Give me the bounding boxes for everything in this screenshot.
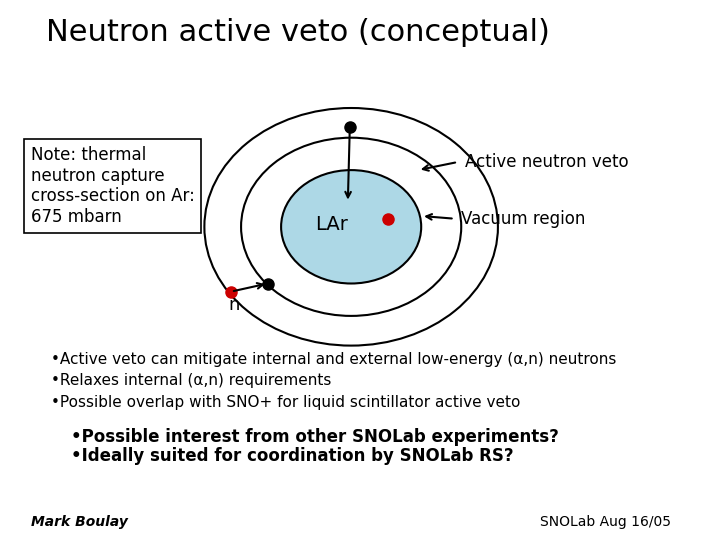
Text: •Active veto can mitigate internal and external low-energy (α,n) neutrons: •Active veto can mitigate internal and e… — [51, 352, 616, 367]
Text: Vacuum region: Vacuum region — [462, 210, 585, 228]
Text: Note: thermal
neutron capture
cross-section on Ar:
675 mbarn: Note: thermal neutron capture cross-sect… — [31, 146, 195, 226]
Text: •Possible overlap with SNO+ for liquid scintillator active veto: •Possible overlap with SNO+ for liquid s… — [51, 395, 521, 410]
Circle shape — [204, 108, 498, 346]
Text: n: n — [229, 296, 240, 314]
Text: Mark Boulay: Mark Boulay — [31, 515, 127, 529]
Text: •Relaxes internal (α,n) requirements: •Relaxes internal (α,n) requirements — [51, 373, 331, 388]
Text: LAr: LAr — [315, 214, 348, 234]
Text: •Possible interest from other SNOLab experiments?: •Possible interest from other SNOLab exp… — [71, 428, 559, 447]
Circle shape — [281, 170, 421, 284]
Text: SNOLab Aug 16/05: SNOLab Aug 16/05 — [541, 515, 671, 529]
Text: Neutron active veto (conceptual): Neutron active veto (conceptual) — [46, 18, 549, 47]
Text: Active neutron veto: Active neutron veto — [464, 153, 628, 171]
Circle shape — [241, 138, 462, 316]
Text: •Ideally suited for coordination by SNOLab RS?: •Ideally suited for coordination by SNOL… — [71, 447, 513, 465]
